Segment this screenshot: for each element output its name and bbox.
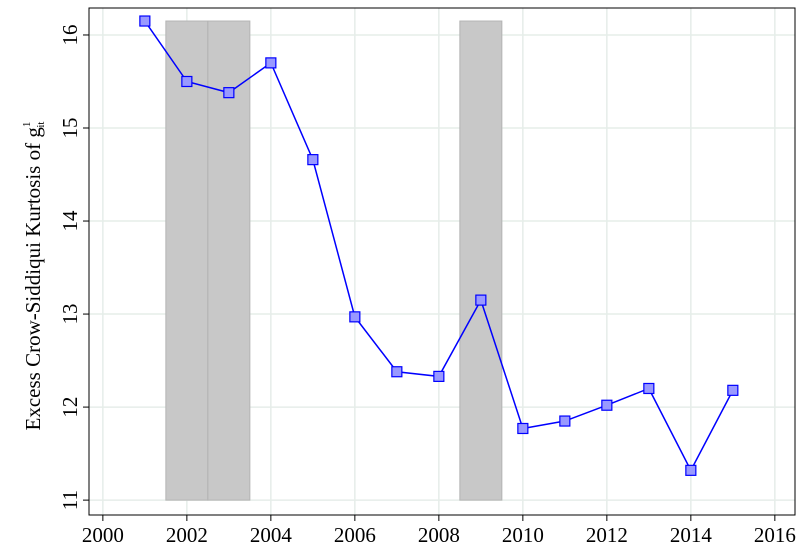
y-tick-label: 12: [58, 397, 82, 418]
shaded-region: [459, 20, 503, 501]
shaded-region: [165, 20, 209, 501]
marker: [727, 384, 739, 396]
x-tick-label: 2008: [418, 523, 460, 547]
y-axis-title-sup: 1: [21, 122, 33, 128]
marker: [391, 366, 403, 378]
marker: [139, 15, 151, 27]
marker: [265, 57, 277, 69]
y-tick-label: 16: [58, 24, 82, 45]
y-tick-label: 14: [58, 210, 82, 232]
y-tick-label: 11: [58, 490, 82, 510]
marker: [223, 87, 235, 99]
x-tick-label: 2000: [82, 523, 124, 547]
y-axis-title-main: Excess Crow-Siddiqui Kurtosis of g: [21, 127, 45, 431]
x-tick-label: 2006: [334, 523, 376, 547]
y-axis-title: Excess Crow-Siddiqui Kurtosis of g1 it: [21, 122, 47, 431]
marker: [643, 382, 655, 395]
y-tick-label: 15: [58, 118, 82, 139]
marker: [181, 75, 193, 88]
y-tick-label: 13: [58, 304, 82, 325]
x-tick-label: 2014: [670, 523, 713, 547]
shaded-region: [207, 20, 251, 501]
marker: [517, 422, 529, 435]
y-axis-title-sub: it: [35, 122, 47, 128]
marker: [433, 370, 445, 382]
x-tick-label: 2012: [586, 523, 628, 547]
marker: [685, 464, 697, 476]
marker: [559, 415, 571, 427]
plot-frame: [88, 7, 796, 516]
x-tick-label: 2004: [250, 523, 293, 547]
x-tick-label: 2010: [502, 523, 544, 547]
marker: [601, 399, 613, 411]
marker: [475, 294, 487, 306]
x-tick-label: 2016: [754, 523, 796, 547]
marker: [349, 311, 361, 323]
marker: [307, 154, 319, 166]
x-tick-label: 2002: [166, 523, 208, 547]
